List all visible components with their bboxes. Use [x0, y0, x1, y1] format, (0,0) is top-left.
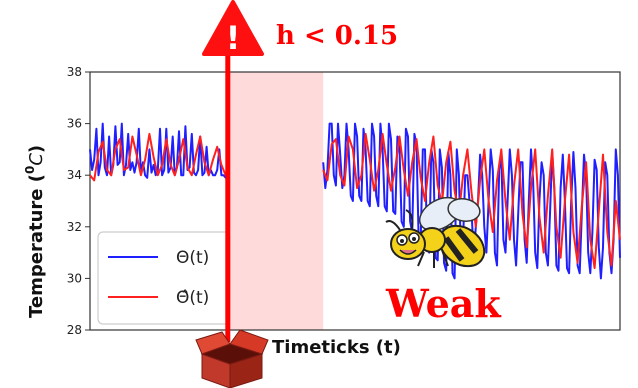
y-tick-label: 38: [67, 65, 82, 79]
warning-exclamation: !: [226, 19, 241, 57]
legend: Θ(t) Θ̂(t): [97, 231, 231, 325]
y-axis-label: Temperature (0C): [23, 145, 47, 318]
y-tick-label: 30: [67, 271, 82, 285]
y-axis-label-close: ): [26, 145, 47, 153]
y-tick-label: 34: [67, 168, 82, 182]
y-tick-label: 28: [67, 323, 82, 337]
bee-icon: [385, 196, 486, 268]
y-tick-label: 36: [67, 117, 82, 131]
y-axis-label-unit: C: [26, 153, 47, 166]
open-box-icon: [195, 329, 269, 388]
legend-box: [97, 231, 231, 325]
y-tick-group: 28 30 32 34 36 38: [67, 65, 90, 337]
series-group: [89, 122, 621, 280]
threshold-label: h < 0.15: [276, 21, 398, 51]
series-theta-hat-line-segment-2: [322, 132, 621, 270]
weak-label: Weak: [385, 281, 501, 326]
series-theta-hat-line-segment-1: [89, 132, 229, 182]
missing-data-region: [227, 72, 324, 330]
y-axis-label-main: Temperature (: [26, 174, 47, 318]
x-axis-label: Timeticks (t): [272, 337, 401, 358]
y-axis-label-superscript: 0: [23, 166, 37, 174]
legend-label-theta-hat: Θ̂(t): [176, 288, 209, 308]
legend-label-theta: Θ(t): [176, 248, 209, 268]
y-tick-label: 32: [67, 220, 82, 234]
plot-frame: [89, 71, 621, 331]
warning-triangle-icon: !: [202, 0, 264, 57]
